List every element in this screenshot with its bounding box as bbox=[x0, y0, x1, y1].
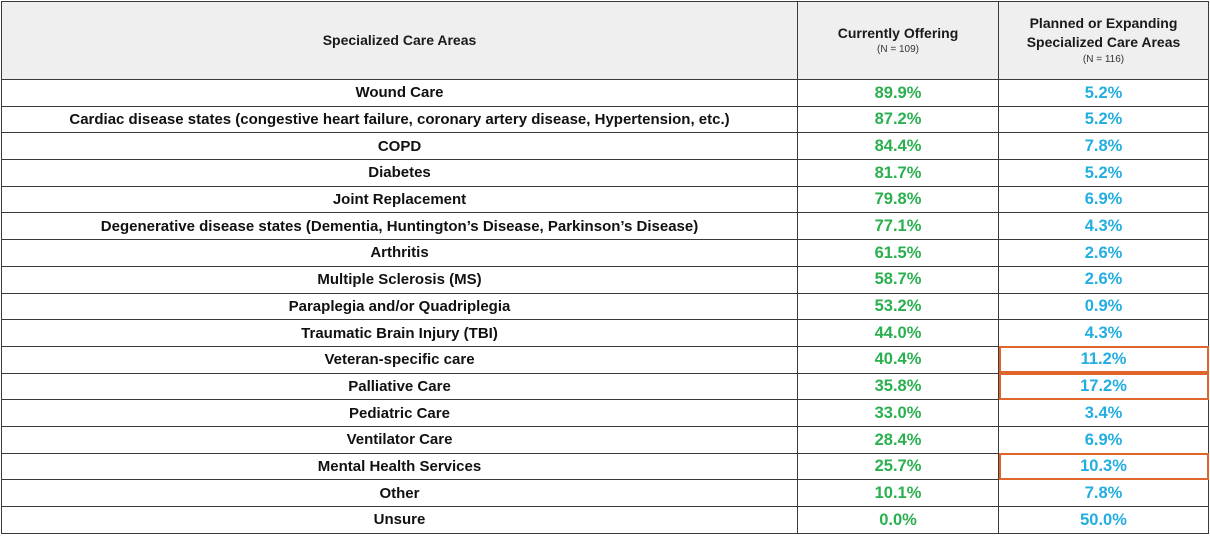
currently-offering-cell: 77.1% bbox=[797, 212, 999, 241]
table-row: Pediatric Care 33.0% 3.4% bbox=[1, 399, 1209, 427]
care-area-cell: Ventilator Care bbox=[1, 425, 798, 454]
planned-expanding-cell: 6.9% bbox=[998, 425, 1209, 454]
currently-offering-cell: 53.2% bbox=[797, 292, 999, 321]
header-specialized-care-areas: Specialized Care Areas bbox=[1, 1, 798, 80]
header-label: Specialized Care Areas bbox=[322, 32, 477, 49]
table-row: Traumatic Brain Injury (TBI) 44.0% 4.3% bbox=[1, 319, 1209, 347]
planned-expanding-cell: 4.3% bbox=[998, 212, 1209, 241]
care-area-cell: Pediatric Care bbox=[1, 399, 798, 427]
table-row: Unsure 0.0% 50.0% bbox=[1, 506, 1209, 534]
table-row: Wound Care 89.9% 5.2% bbox=[1, 79, 1209, 107]
care-area-cell: Paraplegia and/or Quadriplegia bbox=[1, 292, 798, 321]
planned-expanding-cell-highlighted: 10.3% bbox=[998, 452, 1209, 481]
currently-offering-cell: 0.0% bbox=[797, 506, 999, 534]
currently-offering-cell: 84.4% bbox=[797, 132, 999, 161]
table-row: Veteran-specific care 40.4% 11.2% bbox=[1, 345, 1209, 374]
planned-expanding-cell-highlighted: 17.2% bbox=[998, 372, 1209, 401]
header-label-line-1: Planned or Expanding bbox=[1029, 15, 1178, 32]
planned-expanding-cell: 7.8% bbox=[998, 132, 1209, 161]
care-area-cell: COPD bbox=[1, 132, 798, 161]
planned-expanding-cell: 5.2% bbox=[998, 79, 1209, 107]
table-row: COPD 84.4% 7.8% bbox=[1, 132, 1209, 161]
currently-offering-cell: 87.2% bbox=[797, 105, 999, 134]
currently-offering-cell: 33.0% bbox=[797, 399, 999, 427]
planned-expanding-cell: 2.6% bbox=[998, 265, 1209, 294]
header-sample-size: (N = 116) bbox=[1082, 53, 1125, 65]
planned-expanding-cell: 4.3% bbox=[998, 319, 1209, 347]
table-row: Multiple Sclerosis (MS) 58.7% 2.6% bbox=[1, 265, 1209, 294]
planned-expanding-cell: 2.6% bbox=[998, 239, 1209, 267]
currently-offering-cell: 35.8% bbox=[797, 372, 999, 401]
planned-expanding-cell: 6.9% bbox=[998, 185, 1209, 214]
care-area-cell: Joint Replacement bbox=[1, 185, 798, 214]
currently-offering-cell: 25.7% bbox=[797, 452, 999, 481]
header-label: Currently Offering bbox=[837, 24, 959, 41]
currently-offering-cell: 58.7% bbox=[797, 265, 999, 294]
care-area-cell: Wound Care bbox=[1, 79, 798, 107]
planned-expanding-cell: 0.9% bbox=[998, 292, 1209, 321]
currently-offering-cell: 89.9% bbox=[797, 79, 999, 107]
table-row: Ventilator Care 28.4% 6.9% bbox=[1, 425, 1209, 454]
currently-offering-cell: 44.0% bbox=[797, 319, 999, 347]
currently-offering-cell: 40.4% bbox=[797, 345, 999, 374]
table-row: Mental Health Services 25.7% 10.3% bbox=[1, 452, 1209, 481]
header-planned-or-expanding: Planned or Expanding Specialized Care Ar… bbox=[998, 1, 1209, 80]
header-sample-size: (N = 109) bbox=[877, 44, 919, 56]
care-area-cell: Veteran-specific care bbox=[1, 345, 798, 374]
care-area-cell: Traumatic Brain Injury (TBI) bbox=[1, 319, 798, 347]
planned-expanding-cell: 3.4% bbox=[998, 399, 1209, 427]
table-row: Paraplegia and/or Quadriplegia 53.2% 0.9% bbox=[1, 292, 1209, 321]
care-area-cell: Multiple Sclerosis (MS) bbox=[1, 265, 798, 294]
care-area-cell: Arthritis bbox=[1, 239, 798, 267]
care-area-cell: Diabetes bbox=[1, 159, 798, 187]
table-row: Palliative Care 35.8% 17.2% bbox=[1, 372, 1209, 401]
planned-expanding-cell: 50.0% bbox=[998, 506, 1209, 534]
table-row: Diabetes 81.7% 5.2% bbox=[1, 159, 1209, 187]
currently-offering-cell: 10.1% bbox=[797, 479, 999, 507]
table-header-row: Specialized Care Areas Currently Offerin… bbox=[1, 1, 1209, 80]
care-area-cell: Degenerative disease states (Dementia, H… bbox=[1, 212, 798, 241]
table-row: Arthritis 61.5% 2.6% bbox=[1, 239, 1209, 267]
planned-expanding-cell-highlighted: 11.2% bbox=[998, 345, 1209, 374]
care-area-cell: Mental Health Services bbox=[1, 452, 798, 481]
table-row: Joint Replacement 79.8% 6.9% bbox=[1, 185, 1209, 214]
care-area-cell: Unsure bbox=[1, 506, 798, 534]
planned-expanding-cell: 7.8% bbox=[998, 479, 1209, 507]
header-currently-offering: Currently Offering (N = 109) bbox=[797, 1, 999, 80]
planned-expanding-cell: 5.2% bbox=[998, 105, 1209, 134]
care-area-cell: Other bbox=[1, 479, 798, 507]
header-label-line-2: Specialized Care Areas bbox=[1026, 34, 1181, 50]
care-area-cell: Cardiac disease states (congestive heart… bbox=[1, 105, 798, 134]
currently-offering-cell: 61.5% bbox=[797, 239, 999, 267]
table-row: Other 10.1% 7.8% bbox=[1, 479, 1209, 507]
currently-offering-cell: 81.7% bbox=[797, 159, 999, 187]
table-row: Degenerative disease states (Dementia, H… bbox=[1, 212, 1209, 241]
planned-expanding-cell: 5.2% bbox=[998, 159, 1209, 187]
currently-offering-cell: 28.4% bbox=[797, 425, 999, 454]
currently-offering-cell: 79.8% bbox=[797, 185, 999, 214]
care-area-cell: Palliative Care bbox=[1, 372, 798, 401]
table-row: Cardiac disease states (congestive heart… bbox=[1, 105, 1209, 134]
table-body: Wound Care 89.9% 5.2% Cardiac disease state… bbox=[1, 79, 1209, 534]
